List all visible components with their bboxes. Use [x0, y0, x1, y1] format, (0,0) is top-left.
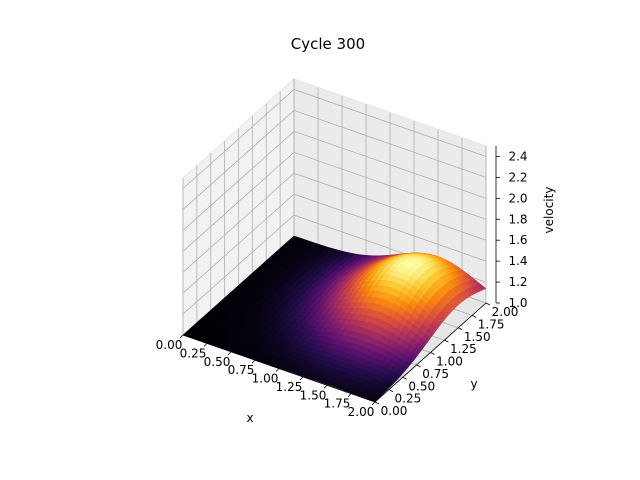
z-tick-label: 1.2	[508, 275, 527, 289]
z-tick-label: 2.4	[508, 149, 527, 163]
x-tick-mark	[371, 401, 376, 406]
z-axis-label: velocity	[542, 187, 556, 234]
z-gridline	[182, 193, 487, 294]
x-tick-mark	[275, 368, 280, 372]
x-tick-label: 0.50	[204, 355, 231, 369]
y-tick-label: 0.50	[408, 379, 435, 393]
y-tick-label: 0.00	[381, 404, 408, 418]
y-tick-mark	[416, 364, 421, 368]
x-tick-label: 1.00	[252, 372, 279, 386]
z-tick-label: 1.8	[508, 212, 527, 226]
y-tick-label: 1.25	[450, 342, 477, 356]
y-tick-label: 0.25	[395, 392, 422, 406]
z-tick-label: 1.0	[508, 296, 527, 310]
x-tick-mark	[347, 393, 352, 397]
z-gridline	[182, 89, 487, 189]
x-tick-label: 0.75	[228, 363, 255, 377]
y-tick-mark	[458, 327, 463, 331]
y-tick-mark	[402, 376, 407, 380]
chart-title: Cycle 300	[291, 35, 365, 53]
y-tick-mark	[374, 401, 380, 405]
y-tick-mark	[430, 352, 435, 355]
z-tick-label: 1.6	[508, 233, 527, 247]
x-axis-label: x	[246, 411, 253, 425]
x-tick-label: 1.25	[276, 380, 303, 394]
y-tick-mark	[444, 339, 449, 343]
x-tick-mark	[227, 351, 232, 356]
x-tick-label: 1.75	[324, 397, 351, 411]
y-tick-label: 1.50	[464, 330, 491, 344]
y-tick-mark	[485, 302, 491, 306]
x-tick-label: 2.00	[348, 405, 375, 419]
x-tick-label: 0.25	[180, 346, 207, 360]
velocity-surface	[182, 235, 487, 402]
z-gridline	[182, 109, 487, 210]
y-tick-mark	[388, 389, 394, 392]
y-tick-label: 1.75	[478, 317, 505, 331]
x-tick-mark	[251, 359, 256, 364]
z-gridline	[182, 151, 487, 252]
x-tick-mark	[203, 343, 208, 347]
z-tick-label: 2.0	[508, 191, 527, 205]
axes-lines	[179, 146, 500, 406]
y-axis-label: y	[470, 377, 477, 391]
z-gridline	[182, 172, 487, 273]
x-tick-label: 1.50	[300, 388, 327, 402]
y-tick-label: 1.00	[436, 355, 463, 369]
x-tick-mark	[299, 376, 304, 381]
z-tick-label: 1.4	[508, 254, 527, 268]
x-tick-mark	[323, 384, 328, 389]
y-tick-mark	[471, 315, 477, 318]
tick-labels: 0.000.250.500.751.001.251.501.752.00 0.00…	[156, 149, 528, 419]
x-tick-mark	[179, 334, 184, 339]
y-tick-label: 0.75	[422, 367, 449, 381]
z-tick-label: 2.2	[508, 170, 527, 184]
y-tick-label: 2.00	[492, 305, 519, 319]
x-tick-label: 0.00	[156, 338, 183, 352]
z-gridline	[182, 130, 487, 231]
